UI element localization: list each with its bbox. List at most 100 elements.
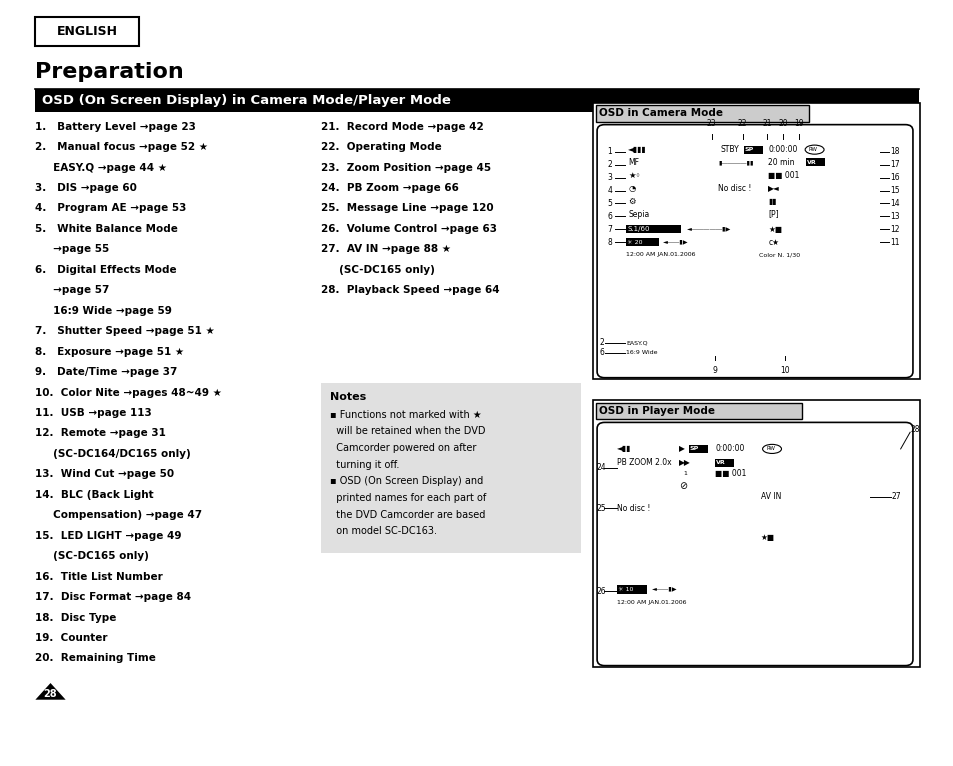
Text: 1: 1 <box>682 470 686 476</box>
Text: ◄――▮▶: ◄――▮▶ <box>651 587 677 591</box>
Text: 28: 28 <box>909 425 919 434</box>
Text: OSD (On Screen Display) in Camera Mode/Player Mode: OSD (On Screen Display) in Camera Mode/P… <box>42 94 451 107</box>
Text: 27.  AV IN →page 88 ★: 27. AV IN →page 88 ★ <box>320 244 451 254</box>
Text: ▶◄: ▶◄ <box>767 184 780 193</box>
Text: ☼ 10: ☼ 10 <box>618 587 633 591</box>
Text: 18.  Disc Type: 18. Disc Type <box>35 613 116 623</box>
Text: 6: 6 <box>599 349 604 357</box>
Text: 25: 25 <box>596 503 605 512</box>
Text: ▮――――▮▮: ▮――――▮▮ <box>718 160 753 165</box>
Text: 12: 12 <box>889 224 899 234</box>
Text: 19.  Counter: 19. Counter <box>35 633 108 643</box>
Text: 11.  USB →page 113: 11. USB →page 113 <box>35 408 152 418</box>
Bar <box>593 401 919 667</box>
Text: No disc !: No disc ! <box>718 184 751 193</box>
Bar <box>688 445 707 453</box>
Bar <box>805 158 824 166</box>
Text: →page 57: →page 57 <box>35 285 110 295</box>
Text: 12:00 AM JAN.01.2006: 12:00 AM JAN.01.2006 <box>617 601 686 605</box>
Text: OSD in Player Mode: OSD in Player Mode <box>598 406 714 416</box>
Text: 22.  Operating Mode: 22. Operating Mode <box>320 142 441 152</box>
Text: 1.   Battery Level →page 23: 1. Battery Level →page 23 <box>35 122 196 132</box>
Text: 12:00 AM JAN.01.2006: 12:00 AM JAN.01.2006 <box>626 253 695 257</box>
Text: 28: 28 <box>44 689 57 699</box>
Text: 13.  Wind Cut →page 50: 13. Wind Cut →page 50 <box>35 470 174 480</box>
Text: VR: VR <box>716 460 725 465</box>
Text: 15: 15 <box>889 186 899 195</box>
Text: ■■ 001: ■■ 001 <box>715 469 746 478</box>
Text: 4.   Program AE →page 53: 4. Program AE →page 53 <box>35 204 187 214</box>
Text: ◄▮▮: ◄▮▮ <box>617 444 631 453</box>
Text: ☼ 20: ☼ 20 <box>627 240 642 244</box>
Text: will be retained when the DVD: will be retained when the DVD <box>330 426 485 436</box>
Bar <box>596 403 801 419</box>
Text: (SC-DC165 only): (SC-DC165 only) <box>35 552 149 561</box>
Text: 21.  Record Mode →page 42: 21. Record Mode →page 42 <box>320 122 483 132</box>
Bar <box>35 89 918 112</box>
Text: 26: 26 <box>596 587 605 596</box>
Text: S.1/60: S.1/60 <box>627 226 649 232</box>
Text: 13: 13 <box>889 212 899 221</box>
Text: ▶▶: ▶▶ <box>679 458 690 467</box>
Text: 2: 2 <box>607 160 612 169</box>
Text: ▪ OSD (On Screen Display) and: ▪ OSD (On Screen Display) and <box>330 476 483 486</box>
Bar <box>596 105 808 122</box>
Text: 0:00:00: 0:00:00 <box>715 444 744 453</box>
Text: 19: 19 <box>793 119 802 129</box>
Text: 16: 16 <box>889 173 899 182</box>
Text: 0:00:00: 0:00:00 <box>767 145 797 154</box>
Text: OSD in Camera Mode: OSD in Camera Mode <box>598 108 722 118</box>
Text: 1: 1 <box>607 147 612 156</box>
Bar <box>35 17 139 46</box>
Text: Camcorder powered on after: Camcorder powered on after <box>330 443 476 453</box>
Text: EASY.Q: EASY.Q <box>626 340 647 345</box>
Text: 23.  Zoom Position →page 45: 23. Zoom Position →page 45 <box>320 162 491 172</box>
Text: SP: SP <box>744 147 753 152</box>
Text: (SC-DC164/DC165 only): (SC-DC164/DC165 only) <box>35 449 191 459</box>
Text: 11: 11 <box>889 237 899 247</box>
Text: RW: RW <box>808 147 817 152</box>
Text: Preparation: Preparation <box>35 62 184 83</box>
Text: 26.  Volume Control →page 63: 26. Volume Control →page 63 <box>320 224 497 234</box>
Text: ◄――▮▶: ◄――▮▶ <box>662 240 688 244</box>
Text: 14.  BLC (Back Light: 14. BLC (Back Light <box>35 489 153 500</box>
FancyBboxPatch shape <box>597 125 912 378</box>
Text: ◄―――――▮▶: ◄―――――▮▶ <box>686 227 730 231</box>
Bar <box>617 585 646 594</box>
Text: printed names for each part of: printed names for each part of <box>330 493 486 502</box>
Text: 20: 20 <box>778 119 787 129</box>
Text: 10.  Color Nite →pages 48~49 ★: 10. Color Nite →pages 48~49 ★ <box>35 388 222 398</box>
Text: 7: 7 <box>607 224 612 234</box>
Text: ■■ 001: ■■ 001 <box>767 171 799 180</box>
Text: ★◦: ★◦ <box>628 171 640 180</box>
Polygon shape <box>35 683 66 699</box>
Text: MF: MF <box>628 158 639 167</box>
Text: 6.   Digital Effects Mode: 6. Digital Effects Mode <box>35 265 177 275</box>
Text: SP: SP <box>689 447 699 451</box>
Text: 16:9 Wide →page 59: 16:9 Wide →page 59 <box>35 306 172 316</box>
Text: on model SC-DC163.: on model SC-DC163. <box>330 526 437 536</box>
Text: 15.  LED LIGHT →page 49: 15. LED LIGHT →page 49 <box>35 531 182 541</box>
Text: ★■: ★■ <box>760 533 774 542</box>
Text: 23: 23 <box>706 119 716 129</box>
Text: 16:9 Wide: 16:9 Wide <box>626 350 658 355</box>
Text: [P]: [P] <box>767 210 778 218</box>
Text: ⊘: ⊘ <box>679 481 687 491</box>
Text: ◔: ◔ <box>628 184 635 193</box>
Text: the DVD Camcorder are based: the DVD Camcorder are based <box>330 509 485 519</box>
Text: 10: 10 <box>780 365 789 375</box>
Text: →page 55: →page 55 <box>35 244 110 254</box>
Text: 5.   White Balance Mode: 5. White Balance Mode <box>35 224 178 234</box>
Text: 25.  Message Line →page 120: 25. Message Line →page 120 <box>320 204 493 214</box>
Text: No disc !: No disc ! <box>617 503 650 512</box>
Text: 21: 21 <box>761 119 771 129</box>
Text: ◄▮▮▮: ◄▮▮▮ <box>628 145 646 154</box>
Text: ⚙: ⚙ <box>628 197 635 205</box>
Bar <box>593 103 919 379</box>
Text: 9: 9 <box>712 365 717 375</box>
Text: RW: RW <box>765 447 775 451</box>
Text: 24.  PB Zoom →page 66: 24. PB Zoom →page 66 <box>320 183 458 193</box>
Text: 9.   Date/Time →page 37: 9. Date/Time →page 37 <box>35 367 177 377</box>
Text: ▶: ▶ <box>679 444 684 453</box>
Text: 20 min: 20 min <box>767 158 794 167</box>
